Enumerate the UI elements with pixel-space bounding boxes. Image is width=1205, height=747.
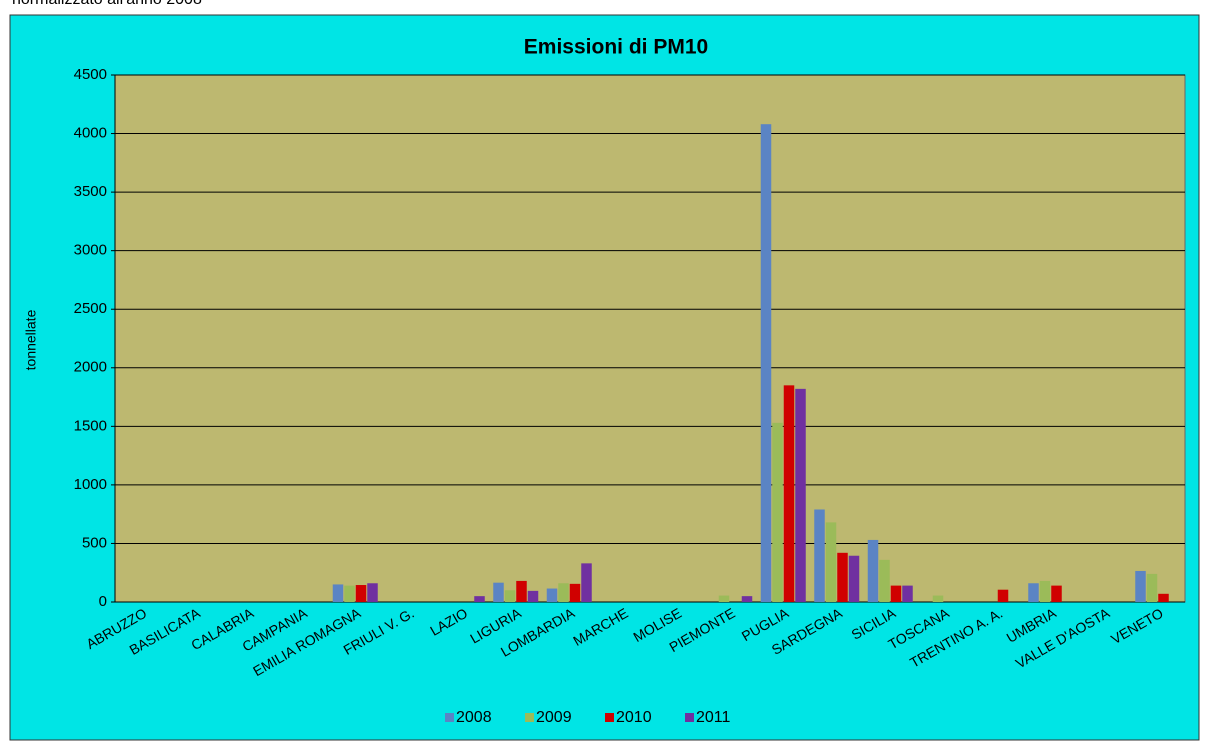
bar (546, 588, 558, 602)
bar (848, 555, 860, 602)
y-axis-label: tonnellate (23, 309, 39, 370)
bar (795, 388, 806, 602)
bar (932, 595, 944, 602)
plot-area (114, 74, 1186, 603)
bar (783, 385, 795, 602)
y-tick-label: 0 (99, 593, 107, 610)
bar (367, 583, 378, 602)
y-tick-label: 500 (82, 534, 107, 551)
bar (527, 590, 539, 602)
y-tick-label: 4500 (74, 66, 107, 83)
bar (741, 596, 753, 602)
bar (1039, 580, 1051, 602)
bar (902, 585, 913, 602)
y-tick-label: 1000 (74, 476, 107, 493)
bar (837, 552, 848, 602)
bar (516, 580, 527, 602)
bar (581, 563, 592, 602)
legend-swatch (525, 713, 534, 722)
caption: normalizzato all'anno 2008 (12, 0, 202, 8)
bar (772, 422, 783, 602)
bar (1051, 585, 1062, 602)
bar (1028, 583, 1039, 602)
bar (825, 522, 837, 602)
bar (1146, 573, 1158, 602)
bar (569, 583, 581, 602)
bar (890, 585, 902, 602)
bar (997, 589, 1009, 602)
legend-swatch (685, 713, 694, 722)
bar (344, 585, 355, 602)
chart-title: Emissioni di PM10 (524, 36, 708, 59)
legend-label: 2010 (616, 709, 652, 726)
y-tick-label: 1500 (74, 417, 107, 434)
bar (355, 585, 367, 602)
y-tick-label: 3000 (74, 242, 107, 259)
legend-swatch (605, 713, 614, 722)
bar (474, 596, 485, 602)
legend-label: 2008 (456, 709, 492, 726)
bar (718, 595, 730, 602)
bar (332, 584, 344, 602)
bar (879, 559, 890, 602)
bar (867, 539, 879, 602)
legend-label: 2009 (536, 709, 572, 726)
y-tick-label: 2000 (74, 359, 107, 376)
legend-swatch (445, 713, 454, 722)
bar (1135, 570, 1146, 602)
y-tick-label: 4000 (74, 125, 107, 142)
y-tick-label: 3500 (74, 183, 107, 200)
legend-label: 2011 (696, 709, 731, 726)
bar (760, 124, 772, 602)
bar (504, 590, 516, 602)
bar (558, 583, 569, 602)
bar (1158, 593, 1169, 602)
y-tick-label: 2500 (74, 300, 107, 317)
bar (493, 582, 504, 602)
bar (814, 509, 825, 602)
